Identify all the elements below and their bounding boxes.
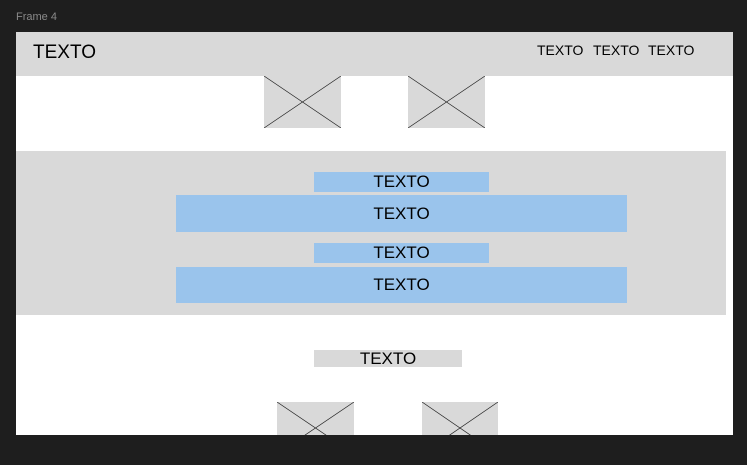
image-placeholder-icon [277,402,354,435]
footer-label: TEXTO [314,349,462,368]
nav-link-1[interactable]: TEXTO [537,42,584,58]
band-label-2: TEXTO [314,243,489,263]
nav-link-2[interactable]: TEXTO [593,42,640,58]
logo-text: TEXTO [33,42,96,63]
image-placeholder-icon [264,76,341,128]
band-bar-1[interactable]: TEXTO [176,195,627,232]
image-placeholder-icon [408,76,485,128]
header-bar: TEXTO TEXTO TEXTO TEXTO [16,32,733,76]
nav-link-3[interactable]: TEXTO [648,42,695,58]
band-label-1: TEXTO [314,172,489,192]
content-band: TEXTO TEXTO TEXTO TEXTO [16,151,726,315]
wireframe-frame: TEXTO TEXTO TEXTO TEXTO TEXTO TEXTO TEXT… [16,32,733,435]
image-placeholder-icon [422,402,498,435]
band-bar-2[interactable]: TEXTO [176,267,627,303]
frame-title[interactable]: Frame 4 [16,11,57,23]
